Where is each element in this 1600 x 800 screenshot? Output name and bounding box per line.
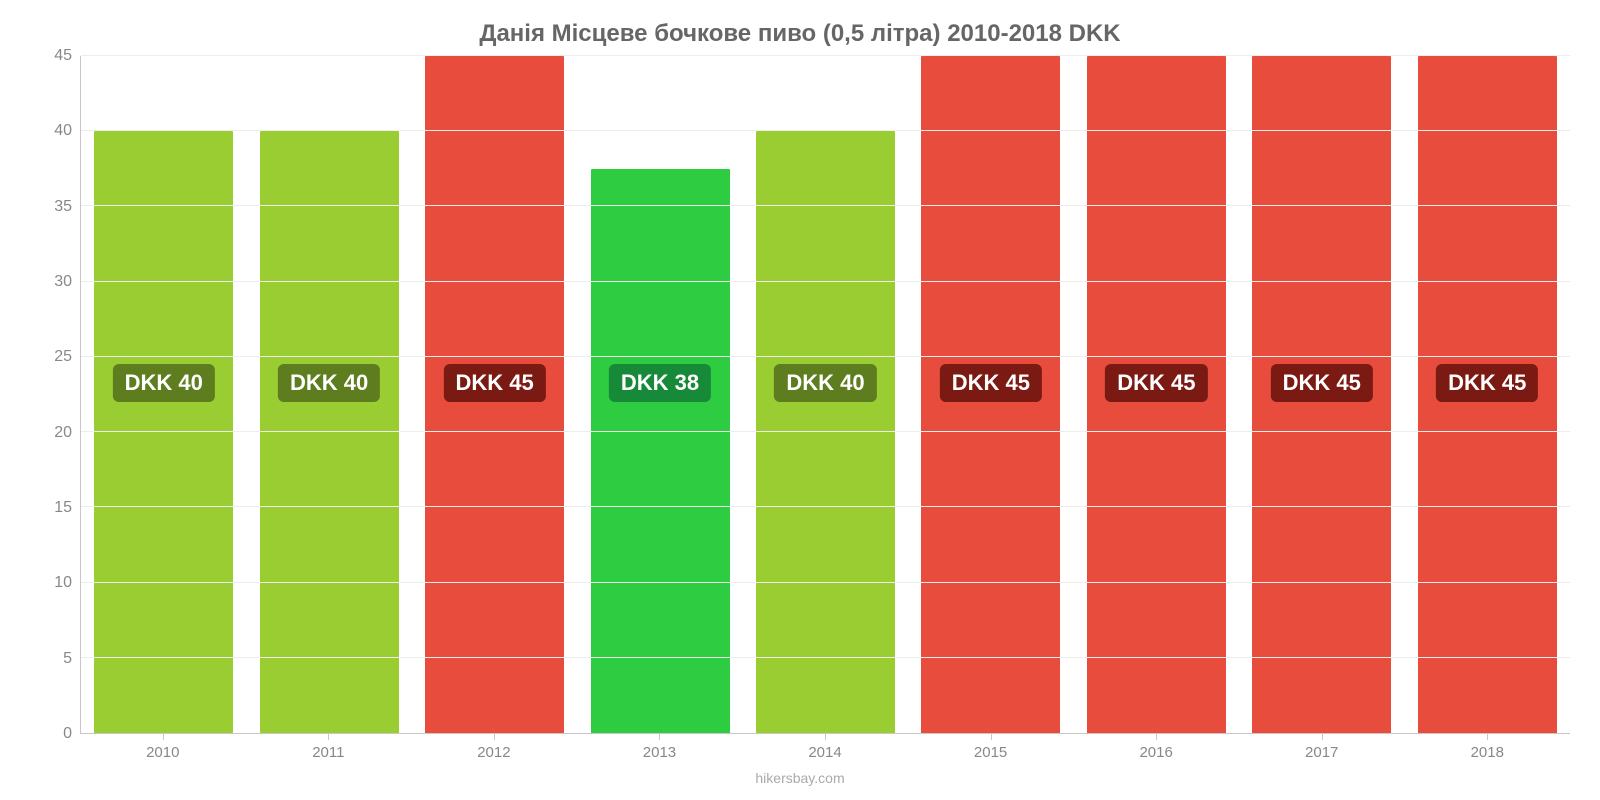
bar-slot: DKK 45	[412, 56, 577, 733]
chart-title: Данія Місцеве бочкове пиво (0,5 літра) 2…	[30, 20, 1570, 48]
x-tick: 2010	[80, 740, 246, 766]
x-tick-mark	[659, 734, 660, 740]
bar: DKK 45	[425, 56, 564, 733]
y-tick-label: 5	[30, 650, 72, 668]
bar: DKK 45	[1252, 56, 1391, 733]
y-tick-label: 20	[30, 424, 72, 442]
grid-line	[81, 657, 1570, 658]
bar-slot: DKK 45	[908, 56, 1073, 733]
x-tick-label: 2015	[974, 744, 1007, 761]
bar-slot: DKK 45	[1239, 56, 1404, 733]
value-badge: DKK 38	[609, 364, 711, 402]
grid-line	[81, 55, 1570, 56]
value-badge: DKK 40	[774, 364, 876, 402]
x-tick-mark	[328, 734, 329, 740]
x-tick: 2011	[246, 740, 412, 766]
y-tick-label: 30	[30, 273, 72, 291]
x-tick-mark	[1322, 734, 1323, 740]
x-tick-mark	[494, 734, 495, 740]
y-tick-label: 15	[30, 499, 72, 517]
x-tick-label: 2018	[1471, 744, 1504, 761]
bar-slot: DKK 45	[1074, 56, 1239, 733]
value-badge: DKK 45	[940, 364, 1042, 402]
bar-slot: DKK 45	[1405, 56, 1570, 733]
y-tick-label: 10	[30, 574, 72, 592]
bar: DKK 38	[591, 169, 730, 733]
chart-footer: hikersbay.com	[30, 766, 1570, 800]
x-tick: 2012	[411, 740, 577, 766]
y-tick-label: 35	[30, 198, 72, 216]
x-tick-label: 2014	[808, 744, 841, 761]
x-tick-mark	[163, 734, 164, 740]
x-tick: 2017	[1239, 740, 1405, 766]
x-axis: 2010 2011 2012 2013 2014 2015 2016 2017 2018	[30, 740, 1570, 766]
bar-slot: DKK 40	[246, 56, 411, 733]
x-tick-mark	[825, 734, 826, 740]
grid-line	[81, 582, 1570, 583]
bar-slot: DKK 40	[81, 56, 246, 733]
y-tick-label: 25	[30, 348, 72, 366]
plot-area: 051015202530354045 DKK 40DKK 40DKK 45DKK…	[30, 56, 1570, 734]
value-badge: DKK 45	[1436, 364, 1538, 402]
x-tick-label: 2016	[1139, 744, 1172, 761]
value-badge: DKK 45	[1271, 364, 1373, 402]
value-badge: DKK 40	[278, 364, 380, 402]
bar: DKK 45	[921, 56, 1060, 733]
grid-line	[81, 205, 1570, 206]
y-axis: 051015202530354045	[30, 56, 80, 734]
grid-line	[81, 431, 1570, 432]
x-tick-label: 2010	[146, 744, 179, 761]
x-tick: 2013	[577, 740, 743, 766]
x-tick: 2015	[908, 740, 1074, 766]
bar: DKK 45	[1418, 56, 1557, 733]
grid-line	[81, 281, 1570, 282]
y-tick-label: 40	[30, 122, 72, 140]
x-tick-label: 2011	[312, 744, 344, 761]
x-tick: 2014	[742, 740, 908, 766]
x-tick-mark	[991, 734, 992, 740]
x-tick-label: 2012	[477, 744, 510, 761]
bar-slot: DKK 38	[577, 56, 742, 733]
bars-row: DKK 40 DKK 40 DKK 45 DKK 38 DKK 40 DKK 45 DKK …	[81, 56, 1570, 733]
bars-zone: DKK 40 DKK 40 DKK 45 DKK 38 DKK 40 DKK 45 DKK …	[80, 56, 1570, 734]
value-badge: DKK 45	[1105, 364, 1207, 402]
grid-line	[81, 356, 1570, 357]
bar-slot: DKK 40	[743, 56, 908, 733]
x-tick: 2016	[1073, 740, 1239, 766]
chart-container: Данія Місцеве бочкове пиво (0,5 літра) 2…	[0, 0, 1600, 800]
x-tick-label: 2013	[643, 744, 676, 761]
y-tick-label: 0	[30, 725, 72, 743]
grid-line	[81, 130, 1570, 131]
x-tick-mark	[1156, 734, 1157, 740]
x-tick-label: 2017	[1305, 744, 1338, 761]
bar: DKK 45	[1087, 56, 1226, 733]
attribution-text: hikersbay.com	[755, 770, 844, 786]
x-tick-mark	[1487, 734, 1488, 740]
value-badge: DKK 40	[113, 364, 215, 402]
grid-line	[81, 506, 1570, 507]
x-tick: 2018	[1405, 740, 1571, 766]
y-tick-label: 45	[30, 47, 72, 65]
value-badge: DKK 45	[443, 364, 545, 402]
